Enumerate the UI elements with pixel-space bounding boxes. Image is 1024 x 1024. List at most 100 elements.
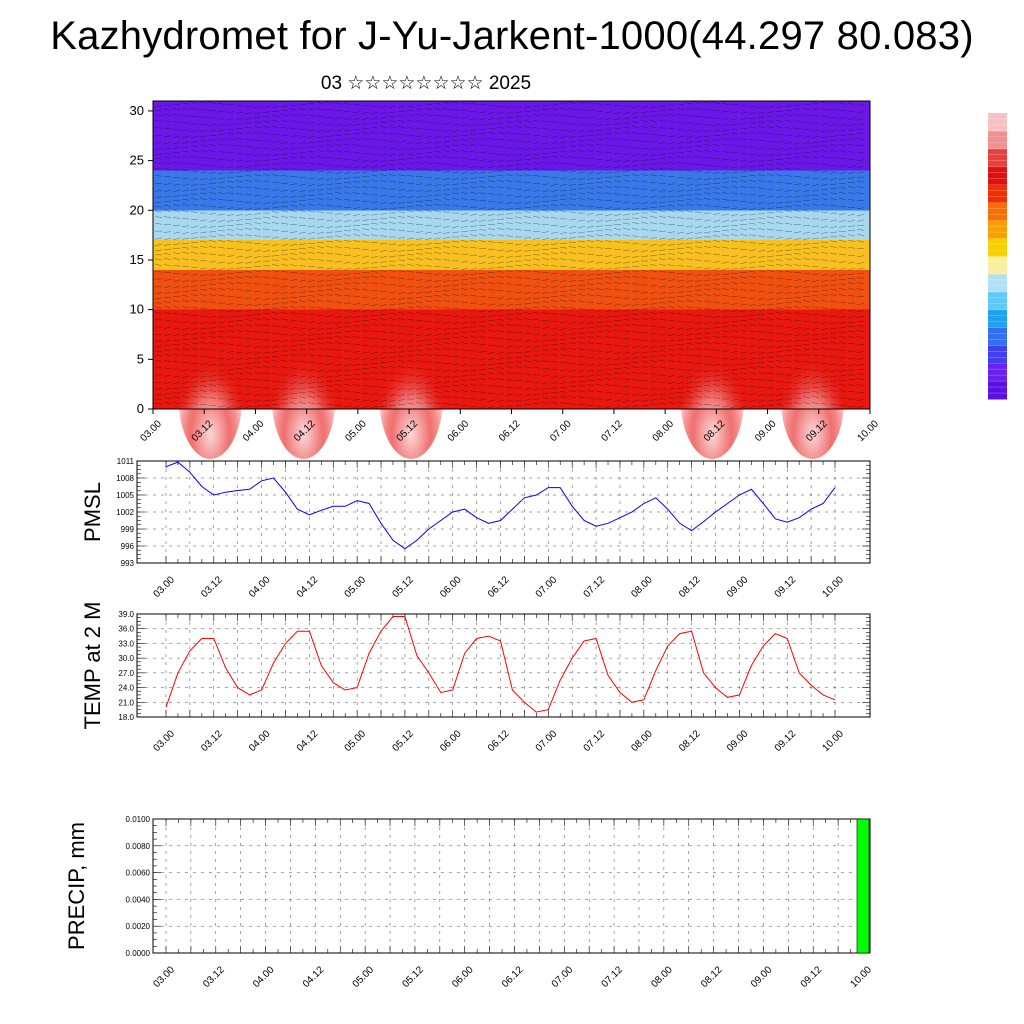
y-tick-label: 39.0 <box>118 610 134 619</box>
x-tick-label: 10.00 <box>848 964 874 990</box>
x-tick-label: 09.00 <box>749 964 775 990</box>
x-tick-label: 05.12 <box>390 574 416 600</box>
x-tick-label: 03.00 <box>151 964 177 990</box>
x-tick-label: 06.12 <box>497 418 523 444</box>
x-tick-label: 10.00 <box>820 728 846 754</box>
x-tick-label: 07.12 <box>582 728 608 754</box>
temp2m-axis-title: TEMP at 2 M <box>80 602 105 730</box>
y-tick-label: 36.0 <box>118 625 134 634</box>
x-tick-label: 09.12 <box>773 574 799 600</box>
x-tick-label: 03.00 <box>138 418 164 444</box>
x-tick-label: 07.12 <box>582 574 608 600</box>
colorbar-swatch <box>988 256 1007 275</box>
x-tick-label: 03.00 <box>151 728 177 754</box>
colorbar-swatch <box>988 238 1007 257</box>
x-tick-label: 05.00 <box>343 728 369 754</box>
pmsl-series-line <box>165 461 836 550</box>
x-tick-label: 09.00 <box>725 728 751 754</box>
y-tick-label: 24.0 <box>118 684 134 693</box>
x-tick-label: 05.12 <box>400 964 426 990</box>
warm-core <box>780 335 845 459</box>
x-tick-label: 08.00 <box>629 728 655 754</box>
y-tick-label: 996 <box>121 542 135 551</box>
colorbar-swatch <box>988 381 1007 400</box>
colorbar-swatch <box>988 273 1007 293</box>
x-tick-label: 08.12 <box>699 964 725 990</box>
x-tick-label: 10.00 <box>855 418 881 444</box>
x-tick-label: 05.12 <box>390 728 416 754</box>
x-tick-label: 08.00 <box>651 418 677 444</box>
x-tick-label: 03.12 <box>199 574 225 600</box>
colorbar-swatch <box>988 184 1007 203</box>
precip-axis-title: PRECIP, mm <box>64 822 89 950</box>
y-tick-label: 0.0040 <box>126 895 151 904</box>
x-tick-label: 08.00 <box>629 574 655 600</box>
x-tick-label: 03.00 <box>151 574 177 600</box>
precip-bar <box>856 818 870 954</box>
y-tick-label: 0 <box>137 401 144 416</box>
y-tick-label: 993 <box>121 559 135 568</box>
colorbar-swatch <box>988 113 1007 132</box>
y-tick-label: 0.0060 <box>126 869 151 878</box>
colorbar-swatch <box>988 363 1007 382</box>
temp2m-grid <box>137 614 870 717</box>
page-subtitle: 03 ☆☆☆☆☆☆☆☆ 2025 <box>320 73 532 94</box>
x-tick-label: 05.00 <box>343 574 369 600</box>
x-tick-label: 04.00 <box>241 418 267 444</box>
colorbar-swatch <box>988 309 1007 328</box>
pmsl-panel: 1011 1008 1005 1002 999 996 993 03.00 03.12 04.00… <box>80 457 871 600</box>
x-tick-label: 07.12 <box>599 418 625 444</box>
colorbar-swatch <box>988 220 1007 239</box>
warm-core <box>178 335 243 459</box>
x-tick-label: 05.00 <box>351 964 377 990</box>
x-tick-label: 06.12 <box>500 964 526 990</box>
x-tick-label: 06.12 <box>486 728 512 754</box>
y-tick-label: 0.0000 <box>126 949 151 958</box>
x-tick-label: 04.12 <box>295 728 321 754</box>
y-tick-label: 30.0 <box>118 654 134 663</box>
x-tick-label: 04.00 <box>251 964 277 990</box>
y-tick-label: 21.0 <box>118 698 134 707</box>
x-tick-label: 09.12 <box>773 728 799 754</box>
y-tick-label: 999 <box>121 525 135 534</box>
x-tick-label: 09.00 <box>725 574 751 600</box>
x-tick-label: 09.00 <box>753 418 779 444</box>
y-tick-label: 1011 <box>117 457 135 466</box>
x-tick-label: 06.00 <box>446 418 472 444</box>
temp2m-series-line <box>165 616 836 713</box>
y-tick-label: 0.0020 <box>126 922 151 931</box>
precip-grid <box>153 819 870 953</box>
pmsl-axis-title: PMSL <box>80 482 105 542</box>
x-tick-label: 06.00 <box>438 728 464 754</box>
x-tick-label: 06.00 <box>450 964 476 990</box>
colorbar-swatch <box>988 345 1007 364</box>
colorbar-swatch <box>988 166 1007 185</box>
colorbar-swatch <box>988 148 1007 168</box>
x-tick-label: 07.00 <box>534 574 560 600</box>
x-tick-label: 08.12 <box>677 728 703 754</box>
y-tick-label: 0.0100 <box>126 815 151 824</box>
x-tick-label: 08.00 <box>649 964 675 990</box>
x-tick-label: 04.12 <box>295 574 321 600</box>
y-tick-label: 5 <box>137 351 144 366</box>
y-tick-label: 27.0 <box>118 669 134 678</box>
warm-core <box>680 335 745 459</box>
colorbar-swatch <box>988 291 1007 311</box>
y-tick-label: 1005 <box>116 491 134 500</box>
x-tick-label: 07.00 <box>534 728 560 754</box>
x-tick-label: 04.12 <box>301 964 327 990</box>
warm-core <box>271 335 336 459</box>
y-tick-label: 1008 <box>116 474 134 483</box>
precip-panel: 0.0100 0.0080 0.0060 0.0040 0.0020 0.000003.0… <box>64 815 874 990</box>
page-title: Kazhydromet for J-Yu-Jarkent-1000(44.297… <box>50 14 974 58</box>
y-tick-label: 0.0080 <box>126 842 151 851</box>
x-tick-label: 05.00 <box>343 418 369 444</box>
colorbar-swatch <box>988 130 1007 150</box>
x-tick-label: 07.12 <box>600 964 626 990</box>
temp2m-panel: 39.0 36.0 33.0 30.0 27.0 24.0 21.0 18.0 03.00 03.… <box>80 602 871 754</box>
x-tick-label: 07.00 <box>550 964 576 990</box>
y-tick-label: 25 <box>130 153 144 168</box>
temp2m-frame <box>136 613 871 718</box>
wind-barbs <box>154 101 865 409</box>
